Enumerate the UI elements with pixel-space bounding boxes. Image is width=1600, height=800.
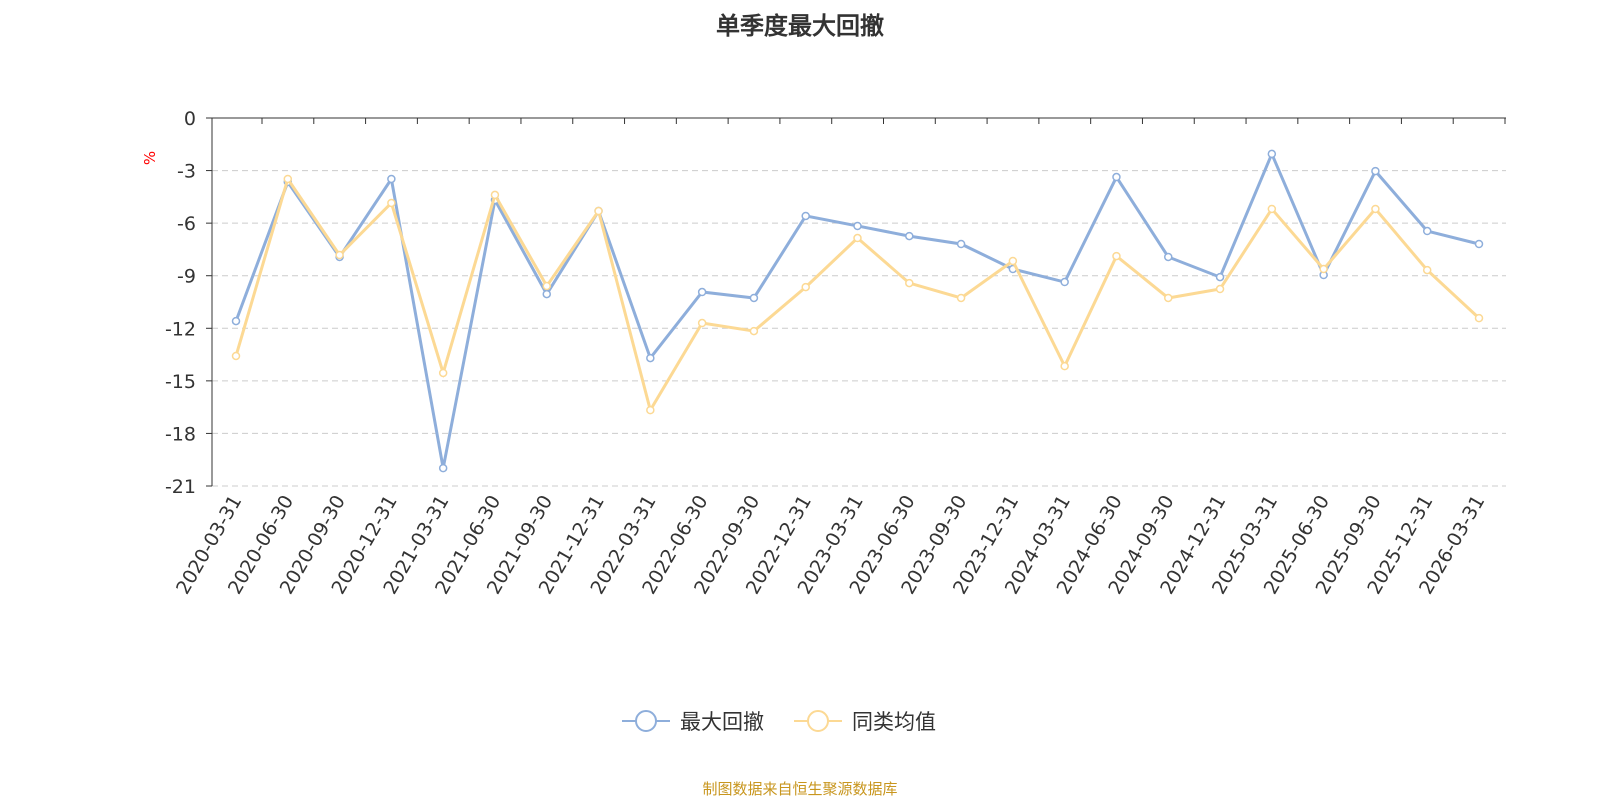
data-point (956, 239, 966, 249)
data-point (1112, 172, 1121, 182)
data-point (853, 221, 862, 231)
data-point (1008, 256, 1018, 266)
data-point (1112, 251, 1121, 261)
source-note: 制图数据来自恒生聚源数据库 (702, 780, 898, 798)
data-point (438, 463, 448, 473)
data-point (905, 278, 914, 288)
data-point (749, 293, 759, 303)
legend-label: 同类均值 (852, 710, 936, 734)
data-point (1371, 166, 1380, 176)
y-tick-label: -12 (165, 318, 196, 340)
data-point (542, 289, 551, 299)
data-point (387, 198, 396, 208)
data-point (542, 281, 551, 291)
data-point (801, 282, 810, 292)
chart-title: 单季度最大回撤 (716, 12, 884, 40)
data-point (1215, 272, 1225, 282)
y-tick-label: -6 (177, 213, 196, 235)
data-point (1422, 265, 1432, 275)
data-point (956, 293, 966, 303)
data-point (697, 318, 707, 328)
data-point (1474, 313, 1484, 323)
data-point (387, 174, 396, 184)
data-point (1474, 239, 1484, 249)
data-point (646, 405, 655, 415)
data-point (801, 211, 810, 221)
data-point (1215, 284, 1225, 294)
data-point (1267, 149, 1277, 159)
data-point (905, 231, 914, 241)
data-point (1267, 204, 1277, 214)
y-tick-label: -18 (165, 423, 196, 445)
legend-marker (807, 710, 829, 732)
y-tick-label: -15 (165, 371, 196, 393)
data-point (1319, 264, 1328, 274)
data-point (1371, 204, 1380, 214)
legend-marker (635, 710, 657, 732)
data-point (283, 174, 293, 184)
data-point (1422, 226, 1432, 236)
data-point (853, 233, 862, 243)
legend-label: 最大回撤 (680, 710, 764, 734)
data-point (697, 287, 707, 297)
y-tick-label: -9 (177, 266, 196, 288)
data-point (490, 190, 500, 200)
data-point (231, 351, 241, 361)
y-tick-label: -3 (177, 161, 196, 183)
data-point (438, 368, 448, 378)
data-point (594, 206, 603, 216)
data-point (1060, 277, 1069, 287)
data-point (749, 326, 759, 336)
y-tick-label: -21 (165, 476, 196, 498)
data-point (231, 316, 241, 326)
series-line-0 (234, 150, 1480, 469)
y-tick-label: 0 (184, 108, 196, 130)
data-point (646, 353, 655, 363)
data-point (335, 250, 344, 260)
y-axis-label: % (141, 151, 159, 165)
series-line-1 (234, 175, 1481, 414)
data-point (1060, 361, 1069, 371)
data-point (1164, 252, 1173, 262)
data-point (1164, 293, 1173, 303)
